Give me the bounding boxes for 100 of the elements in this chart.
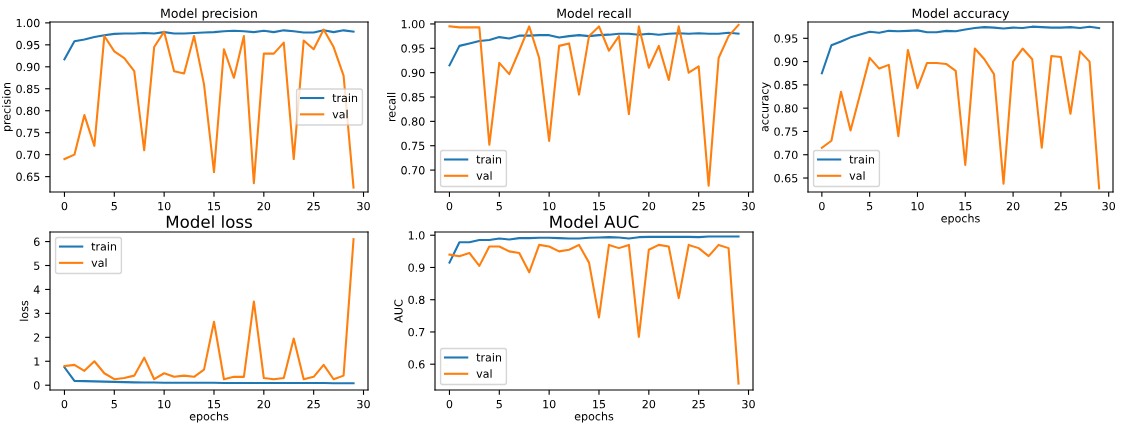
x-tick-label: 25 xyxy=(307,399,320,409)
x-tick-label: 30 xyxy=(357,201,370,211)
legend-label: val xyxy=(91,258,107,267)
y-tick-label: 0.90 xyxy=(774,57,798,66)
line-series xyxy=(448,23,740,187)
x-tick-label: 30 xyxy=(742,201,755,211)
line-series xyxy=(63,29,355,61)
x-tick-label: 25 xyxy=(307,201,320,211)
y-tick-label: 0.85 xyxy=(16,84,40,94)
x-axis-title: epochs xyxy=(189,411,229,423)
y-tick-label: 0.90 xyxy=(16,62,40,72)
x-tick-label: 15 xyxy=(959,202,972,211)
x-tick-label: 5 xyxy=(111,400,117,409)
x-tick-label: 0 xyxy=(61,201,68,211)
y-tick-label: 1.0 xyxy=(408,231,425,240)
legend-label: train xyxy=(476,154,502,164)
y-tick-label: 4 xyxy=(33,285,40,294)
x-tick-label: 30 xyxy=(1102,201,1116,211)
line-series xyxy=(448,31,740,67)
x-axis-title: epochs xyxy=(574,411,614,423)
x-tick-label: 10 xyxy=(543,201,556,211)
legend-label: train xyxy=(91,242,117,251)
x-tick-label: 0 xyxy=(446,399,453,409)
y-axis-title: loss xyxy=(19,300,29,321)
x-tick-label: 25 xyxy=(1054,201,1067,211)
y-tick-label: 0.80 xyxy=(16,106,40,116)
chart-title: Model AUC xyxy=(550,215,639,229)
y-tick-label: 0.80 xyxy=(401,117,425,126)
x-tick-label: 0 xyxy=(446,201,453,211)
x-tick-label: 20 xyxy=(642,201,656,211)
line-series xyxy=(448,243,740,385)
y-tick-label: 6 xyxy=(33,237,40,246)
legend-label: train xyxy=(476,352,502,362)
y-tick-label: 0.80 xyxy=(774,104,798,113)
y-axis-title: AUC xyxy=(394,299,403,323)
y-tick-label: 1.00 xyxy=(16,18,40,28)
x-tick-label: 5 xyxy=(111,202,117,211)
chart-title: Model accuracy xyxy=(912,8,1010,21)
x-tick-label: 0 xyxy=(819,201,825,211)
x-axis-title: epochs xyxy=(941,213,980,225)
legend-label: val xyxy=(476,369,492,378)
y-axis-title: accuracy xyxy=(762,82,771,132)
legend-label: val xyxy=(849,171,865,180)
x-tick-label: 20 xyxy=(257,201,271,211)
y-tick-label: 0 xyxy=(33,381,40,390)
y-axis-title: precision xyxy=(2,82,13,132)
legend-label: val xyxy=(476,171,492,180)
line-series xyxy=(63,366,355,385)
x-tick-label: 5 xyxy=(866,202,873,211)
y-tick-label: 0.8 xyxy=(408,295,425,305)
x-tick-label: 20 xyxy=(1006,201,1020,211)
x-tick-label: 15 xyxy=(593,202,606,211)
x-tick-label: 10 xyxy=(911,201,924,211)
line-series xyxy=(820,25,1101,75)
y-tick-label: 0.65 xyxy=(774,174,798,183)
y-tick-label: 0.65 xyxy=(16,172,40,181)
x-tick-label: 25 xyxy=(692,201,705,211)
chart-title: Model loss xyxy=(166,215,252,229)
x-tick-label: 30 xyxy=(357,399,370,409)
y-tick-label: 0.75 xyxy=(774,127,798,136)
x-tick-label: 10 xyxy=(158,201,171,211)
y-tick-label: 0.70 xyxy=(16,150,40,160)
y-tick-label: 0.7 xyxy=(408,327,425,337)
x-tick-label: 20 xyxy=(257,399,271,409)
y-tick-label: 1 xyxy=(34,357,40,366)
line-series xyxy=(820,47,1101,190)
y-tick-label: 0.70 xyxy=(774,150,798,160)
line-series xyxy=(63,28,355,189)
chart-title: Model recall xyxy=(557,8,631,19)
y-tick-label: 0.75 xyxy=(16,128,40,138)
x-tick-label: 25 xyxy=(692,399,705,409)
y-tick-label: 0.75 xyxy=(401,141,425,151)
x-tick-label: 5 xyxy=(496,202,502,211)
y-tick-label: 0.90 xyxy=(401,68,425,78)
x-tick-label: 20 xyxy=(642,399,656,409)
y-tick-label: 0.6 xyxy=(408,360,425,369)
x-tick-label: 5 xyxy=(496,400,502,409)
line-series xyxy=(448,235,740,264)
y-tick-label: 0.95 xyxy=(16,40,40,50)
line-series xyxy=(63,238,355,381)
legend-label: train xyxy=(332,93,358,103)
y-axis-title: recall xyxy=(387,92,396,122)
x-tick-label: 30 xyxy=(742,399,755,409)
legend-label: train xyxy=(849,154,875,164)
y-tick-label: 0.95 xyxy=(774,34,798,43)
y-tick-label: 0.85 xyxy=(401,92,425,102)
chart-title: Model precision xyxy=(161,8,257,21)
x-tick-label: 0 xyxy=(61,399,68,409)
y-tick-label: 2 xyxy=(34,333,40,342)
y-tick-label: 3 xyxy=(34,309,40,318)
x-tick-label: 15 xyxy=(208,202,221,211)
x-tick-label: 10 xyxy=(543,399,556,409)
x-tick-label: 15 xyxy=(593,400,606,409)
y-tick-label: 0.70 xyxy=(401,166,425,175)
legend-label: val xyxy=(332,109,348,119)
y-tick-label: 0.85 xyxy=(774,80,798,90)
x-tick-label: 15 xyxy=(208,400,221,409)
y-tick-label: 1.00 xyxy=(401,19,425,29)
x-tick-label: 10 xyxy=(158,399,171,409)
y-tick-label: 0.9 xyxy=(408,263,425,272)
